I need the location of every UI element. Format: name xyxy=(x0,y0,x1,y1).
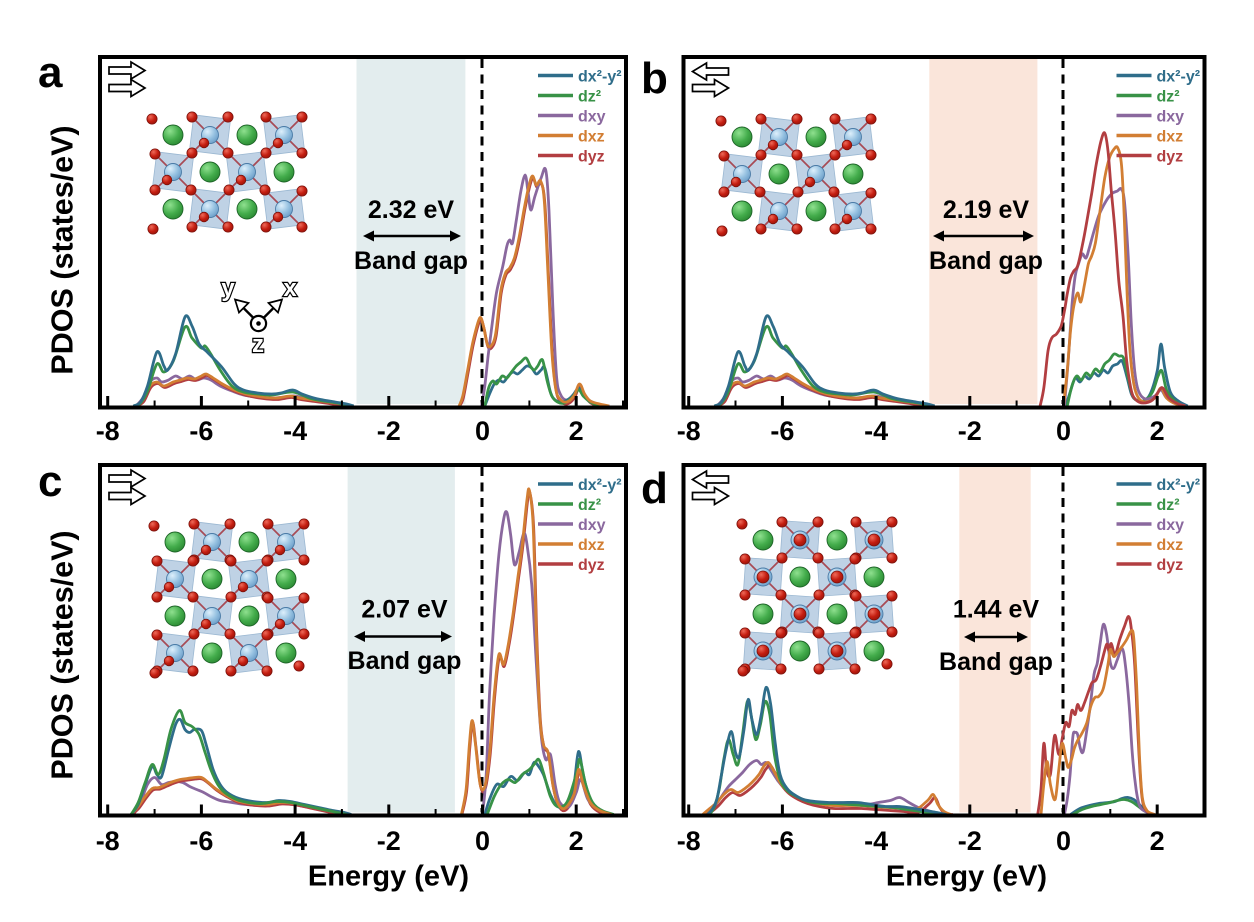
svg-text:0: 0 xyxy=(1056,416,1071,446)
svg-text:dz²: dz² xyxy=(578,497,601,514)
svg-text:dxz: dxz xyxy=(578,129,605,146)
svg-text:x: x xyxy=(283,275,297,302)
svg-text:2.19 eV: 2.19 eV xyxy=(943,196,1030,224)
svg-text:2.07 eV: 2.07 eV xyxy=(361,596,448,624)
svg-text:-6: -6 xyxy=(770,416,794,446)
svg-text:-4: -4 xyxy=(283,826,307,856)
svg-text:b: b xyxy=(641,54,668,103)
svg-text:dz²: dz² xyxy=(578,89,601,106)
svg-text:Band gap: Band gap xyxy=(354,247,468,275)
svg-text:-8: -8 xyxy=(96,416,120,446)
svg-text:1.44 eV: 1.44 eV xyxy=(953,596,1040,624)
svg-text:Energy (eV): Energy (eV) xyxy=(886,861,1047,893)
svg-text:-6: -6 xyxy=(189,416,213,446)
svg-text:2: 2 xyxy=(569,416,584,446)
svg-text:-8: -8 xyxy=(677,416,701,446)
svg-text:-6: -6 xyxy=(189,826,213,856)
svg-text:dxy: dxy xyxy=(1157,517,1185,534)
svg-text:z: z xyxy=(252,331,264,358)
svg-text:-8: -8 xyxy=(96,826,120,856)
svg-text:d: d xyxy=(641,464,668,513)
svg-text:dyz: dyz xyxy=(578,149,605,166)
svg-text:-2: -2 xyxy=(958,416,982,446)
svg-text:dyz: dyz xyxy=(1157,557,1184,574)
svg-text:dx²-y²: dx²-y² xyxy=(1157,477,1201,494)
svg-text:-6: -6 xyxy=(770,826,794,856)
svg-text:-4: -4 xyxy=(283,416,307,446)
svg-text:Energy (eV): Energy (eV) xyxy=(308,861,469,893)
svg-text:2: 2 xyxy=(569,826,584,856)
svg-text:dyz: dyz xyxy=(578,557,605,574)
svg-text:0: 0 xyxy=(475,416,490,446)
svg-text:a: a xyxy=(38,48,63,97)
svg-text:2.32 eV: 2.32 eV xyxy=(368,196,455,224)
svg-text:dxy: dxy xyxy=(1157,109,1185,126)
svg-text:0: 0 xyxy=(475,826,490,856)
svg-text:Band gap: Band gap xyxy=(348,647,462,675)
svg-text:-2: -2 xyxy=(958,826,982,856)
svg-text:dz²: dz² xyxy=(1157,89,1180,106)
svg-text:-8: -8 xyxy=(677,826,701,856)
svg-text:dx²-y²: dx²-y² xyxy=(578,477,622,494)
svg-text:dxy: dxy xyxy=(578,109,606,126)
svg-text:dx²-y²: dx²-y² xyxy=(1157,69,1201,86)
svg-text:y: y xyxy=(221,275,235,302)
svg-text:-2: -2 xyxy=(377,826,401,856)
svg-text:dyz: dyz xyxy=(1157,149,1184,166)
svg-text:0: 0 xyxy=(1056,826,1071,856)
svg-text:2: 2 xyxy=(1150,826,1165,856)
svg-text:-2: -2 xyxy=(377,416,401,446)
svg-text:dxz: dxz xyxy=(1157,129,1184,146)
svg-text:PDOS (states/eV): PDOS (states/eV) xyxy=(46,125,80,374)
svg-text:-4: -4 xyxy=(864,826,888,856)
svg-text:PDOS (states/eV): PDOS (states/eV) xyxy=(46,530,80,779)
svg-text:dz²: dz² xyxy=(1157,497,1180,514)
svg-text:Band gap: Band gap xyxy=(939,648,1053,676)
svg-text:2: 2 xyxy=(1150,416,1165,446)
svg-text:dxz: dxz xyxy=(578,537,605,554)
svg-text:-4: -4 xyxy=(864,416,888,446)
svg-text:dxz: dxz xyxy=(1157,537,1184,554)
svg-text:dx²-y²: dx²-y² xyxy=(578,69,622,86)
svg-text:dxy: dxy xyxy=(578,517,606,534)
svg-text:c: c xyxy=(38,457,62,506)
svg-text:Band gap: Band gap xyxy=(929,247,1043,275)
